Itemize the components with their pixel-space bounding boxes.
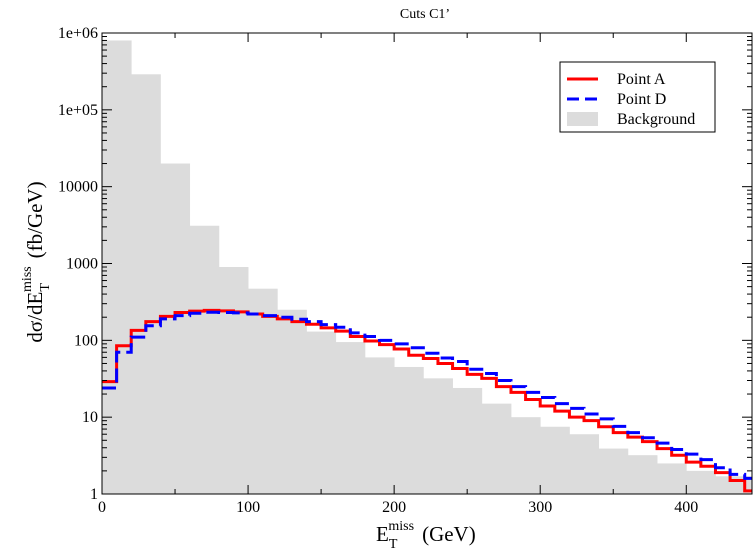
background-bar bbox=[423, 378, 453, 494]
y-axis-title-sub: T bbox=[38, 283, 53, 292]
y-tick-label: 10 bbox=[82, 409, 98, 426]
y-tick-label: 1e+06 bbox=[58, 25, 98, 42]
y-axis-title: dσ/dETmiss (fb/GeV) bbox=[20, 181, 53, 342]
x-axis-title-unit: (GeV) bbox=[422, 522, 476, 546]
y-tick-label: 1000 bbox=[66, 256, 98, 273]
legend-label-point-a: Point A bbox=[617, 71, 666, 88]
background-bar bbox=[481, 403, 512, 494]
series-line-point-d bbox=[102, 310, 752, 480]
x-axis-title-main: E bbox=[376, 522, 389, 546]
background-bar bbox=[657, 463, 687, 494]
y-tick-label: 10000 bbox=[58, 179, 98, 196]
background-bar bbox=[218, 267, 249, 494]
background-bar bbox=[598, 448, 629, 494]
x-axis-title-sub: T bbox=[389, 537, 398, 552]
plot-area bbox=[102, 40, 753, 494]
background-bar bbox=[335, 342, 366, 494]
y-tick-label: 100 bbox=[74, 332, 98, 349]
background-bar bbox=[627, 455, 658, 494]
background-bar bbox=[306, 331, 337, 494]
y-axis-title-sup: miss bbox=[20, 266, 35, 292]
x-tick-label: 100 bbox=[236, 499, 260, 516]
series-line-point-a bbox=[102, 308, 752, 493]
x-tick-label: 200 bbox=[382, 499, 406, 516]
y-axis-title-unit: (fb/GeV) bbox=[23, 181, 47, 258]
background-bar bbox=[394, 366, 424, 494]
background-bar bbox=[277, 309, 307, 494]
legend-swatch-background bbox=[567, 112, 598, 126]
y-tick-label: 1 bbox=[90, 486, 98, 503]
legend-label-point-d: Point D bbox=[617, 91, 666, 108]
axes: 0 100 200 300 400 1 10 100 1000 10000 1e+05 1e+06 bbox=[58, 25, 753, 516]
background-bar bbox=[510, 417, 541, 494]
chart-title: Cuts C1’ bbox=[400, 7, 450, 22]
background-bar bbox=[569, 434, 600, 494]
background-bar bbox=[189, 225, 220, 494]
y-tick-label: 1e+05 bbox=[58, 102, 98, 119]
background-bar bbox=[131, 74, 161, 494]
background-bar bbox=[452, 387, 483, 494]
background-bar bbox=[364, 357, 395, 494]
x-tick-label: 400 bbox=[674, 499, 698, 516]
background-bar bbox=[248, 288, 278, 494]
background-bar bbox=[540, 426, 570, 494]
x-axis-title: ETmiss (GeV) bbox=[376, 519, 476, 552]
x-axis-title-sup: miss bbox=[388, 519, 414, 534]
background-bar bbox=[160, 163, 191, 494]
x-tick-label: 0 bbox=[98, 499, 106, 516]
y-axis-title-prefix: dσ/dE bbox=[23, 292, 47, 343]
background-bar bbox=[686, 470, 716, 494]
legend-label-background: Background bbox=[617, 111, 695, 128]
x-tick-label: 300 bbox=[528, 499, 552, 516]
legend: Point A Point D Background bbox=[559, 61, 716, 133]
